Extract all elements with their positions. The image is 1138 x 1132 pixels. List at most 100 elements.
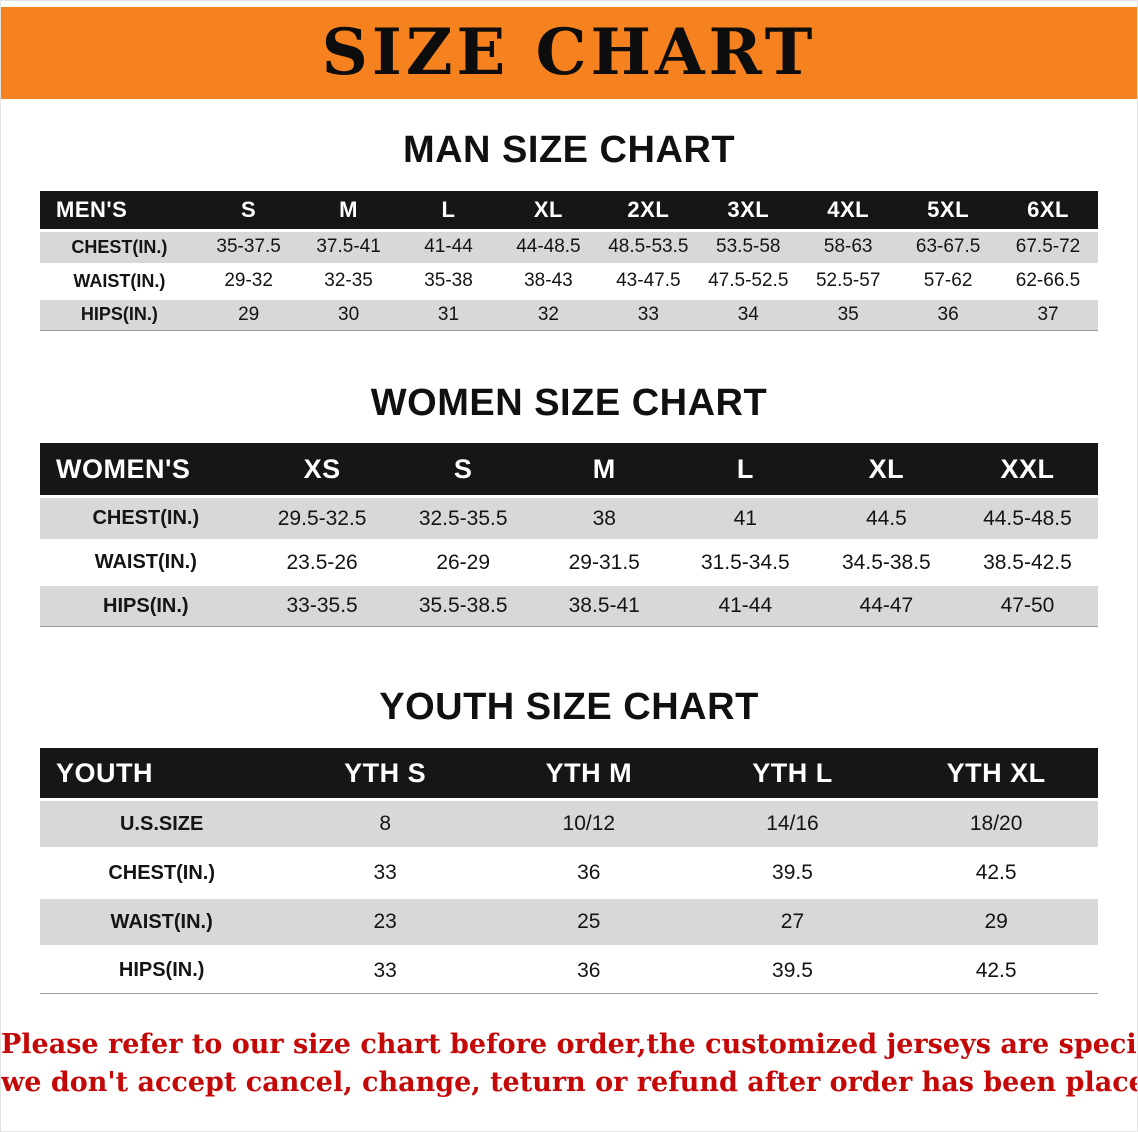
size-chart-banner: SIZE CHART bbox=[1, 7, 1137, 99]
size-value-cell: 35-38 bbox=[424, 270, 473, 292]
table-row: HIPS(IN.) 33-35.5 35.5-38.5 38.5-41 41-44 44-… bbox=[40, 586, 1098, 628]
size-value-cell: 48.5-53.5 bbox=[608, 236, 689, 258]
size-value-cell: 32.5-35.5 bbox=[418, 506, 508, 530]
size-value-cell: 52.5-57 bbox=[815, 270, 881, 292]
size-column-header: 4XL bbox=[798, 190, 899, 229]
page-title: SIZE CHART bbox=[321, 15, 817, 90]
size-value-cell: 36 bbox=[577, 861, 601, 885]
row-label: HIPS(IN.) bbox=[40, 300, 199, 331]
size-column-header: YTH M bbox=[486, 748, 691, 799]
size-value-cell: 37 bbox=[998, 300, 1098, 331]
size-value-cell: 35-37.5 bbox=[216, 236, 281, 258]
size-value-cell: 38.5-41 bbox=[533, 586, 675, 628]
size-value-cell: 42.5 bbox=[894, 948, 1098, 995]
table-row: CHEST(IN.) 35-37.5 37.5-41 41-44 44-48.5 48.5… bbox=[40, 231, 1098, 263]
women-section-heading: WOMEN SIZE CHART bbox=[370, 381, 768, 424]
size-value-cell: 58-63 bbox=[823, 236, 873, 258]
row-label: U.S.SIZE bbox=[119, 812, 204, 835]
size-value-cell: 33 bbox=[598, 300, 699, 331]
size-value-cell: 32 bbox=[498, 300, 599, 331]
disclaimer-line-1: Please refer to our size chart before or… bbox=[1, 1029, 1137, 1061]
size-value-cell: 47-50 bbox=[956, 586, 1098, 628]
size-column-header: S bbox=[392, 443, 534, 496]
disclaimer: Please refer to our size chart before or… bbox=[1, 1027, 1137, 1100]
table-header-row: MEN'S S M L XL 2XL 3XL 4XL 5XL 6XL bbox=[40, 190, 1098, 229]
table-row: HIPS(IN.) 29 30 31 32 33 34 35 36 37 bbox=[40, 299, 1098, 331]
size-value-cell: 33-35.5 bbox=[251, 586, 393, 628]
youth-size-table: YOUTH YTH S YTH M YTH L YTH XL U.S.SIZE 8 10/12… bbox=[40, 745, 1098, 997]
size-value-cell: 41 bbox=[733, 506, 757, 530]
table-header-row: WOMEN'S XS S M L XL XXL bbox=[40, 443, 1098, 496]
size-value-cell: 35.5-38.5 bbox=[392, 586, 534, 628]
table-row: U.S.SIZE 8 10/12 14/16 18/20 bbox=[40, 801, 1098, 848]
women-size-table: WOMEN'S XS S M L XL XXL CHEST(IN.) 29.5-32.5 32.5… bbox=[40, 440, 1098, 630]
size-column-header: S bbox=[198, 190, 299, 229]
size-column-header: 3XL bbox=[698, 190, 799, 229]
size-column-header: YTH L bbox=[690, 748, 895, 799]
size-value-cell: 57-62 bbox=[923, 270, 973, 292]
men-size-table: MEN'S S M L XL 2XL 3XL 4XL 5XL 6XL CHEST(IN.) 35-37… bbox=[40, 188, 1098, 334]
size-column-header: 5XL bbox=[898, 190, 999, 229]
size-value-cell: 8 bbox=[379, 812, 391, 836]
size-value-cell: 39.5 bbox=[690, 948, 895, 995]
size-value-cell: 23 bbox=[373, 910, 397, 934]
size-value-cell: 43-47.5 bbox=[616, 270, 681, 292]
size-value-cell: 31 bbox=[398, 300, 499, 331]
table-row: WAIST(IN.) 23.5-26 26-29 29-31.5 31.5-34.5 34… bbox=[40, 542, 1098, 584]
youth-section-heading: YOUTH SIZE CHART bbox=[379, 686, 759, 729]
row-label: WAIST(IN.) bbox=[94, 551, 197, 574]
size-column-header: YTH S bbox=[283, 748, 487, 799]
size-column-header: XS bbox=[251, 443, 393, 496]
size-value-cell: 36 bbox=[486, 948, 691, 995]
size-value-cell: 36 bbox=[898, 300, 999, 331]
size-value-cell: 42.5 bbox=[975, 861, 1017, 885]
size-value-cell: 44.5-48.5 bbox=[983, 506, 1072, 530]
table-row: WAIST(IN.) 23 25 27 29 bbox=[40, 899, 1098, 946]
table-category-header: YOUTH bbox=[40, 748, 284, 799]
size-value-cell: 25 bbox=[577, 910, 601, 934]
size-column-header: 6XL bbox=[998, 190, 1098, 229]
size-column-header: XL bbox=[498, 190, 599, 229]
size-value-cell: 29 bbox=[198, 300, 299, 331]
size-value-cell: 34.5-38.5 bbox=[842, 550, 931, 574]
size-value-cell: 38-43 bbox=[524, 270, 573, 292]
size-value-cell: 27 bbox=[780, 910, 805, 934]
size-value-cell: 37.5-41 bbox=[316, 236, 381, 258]
size-column-header: M bbox=[298, 190, 399, 229]
row-label: CHEST(IN.) bbox=[108, 861, 215, 884]
row-label: WAIST(IN.) bbox=[73, 270, 166, 291]
men-size-section: MAN SIZE CHART MEN'S S M L XL 2XL 3XL 4XL 5XL 6XL… bbox=[1, 129, 1137, 334]
size-value-cell: 29.5-32.5 bbox=[277, 506, 367, 530]
table-row: WAIST(IN.) 29-32 32-35 35-38 38-43 43-47.5 47.… bbox=[40, 265, 1098, 297]
size-value-cell: 38 bbox=[592, 506, 616, 530]
size-value-cell: 33 bbox=[373, 861, 397, 885]
size-value-cell: 38.5-42.5 bbox=[983, 550, 1072, 574]
women-size-section: WOMEN SIZE CHART WOMEN'S XS S M L XL XXL CHEST(… bbox=[1, 382, 1137, 631]
size-value-cell: 34 bbox=[698, 300, 799, 331]
size-value-cell: 44-48.5 bbox=[516, 236, 581, 258]
row-label: CHEST(IN.) bbox=[71, 236, 168, 257]
size-value-cell: 29-31.5 bbox=[568, 550, 640, 574]
size-value-cell: 14/16 bbox=[766, 812, 819, 836]
size-column-header: L bbox=[398, 190, 499, 229]
size-value-cell: 18/20 bbox=[969, 812, 1023, 836]
size-value-cell: 44-47 bbox=[815, 586, 957, 628]
table-row: HIPS(IN.) 33 36 39.5 42.5 bbox=[40, 948, 1098, 995]
size-value-cell: 30 bbox=[298, 300, 399, 331]
size-value-cell: 31.5-34.5 bbox=[700, 550, 790, 574]
size-column-header: XL bbox=[815, 443, 957, 496]
row-label: CHEST(IN.) bbox=[92, 507, 200, 530]
table-header-row: YOUTH YTH S YTH M YTH L YTH XL bbox=[40, 748, 1098, 799]
size-value-cell: 29 bbox=[984, 910, 1008, 934]
size-value-cell: 39.5 bbox=[772, 861, 813, 885]
size-value-cell: 41-44 bbox=[674, 586, 816, 628]
size-value-cell: 29-32 bbox=[224, 270, 273, 292]
size-column-header: 2XL bbox=[598, 190, 699, 229]
size-value-cell: 32-35 bbox=[324, 270, 373, 292]
size-column-header: YTH XL bbox=[894, 748, 1098, 799]
size-column-header: M bbox=[533, 443, 675, 496]
size-value-cell: 62-66.5 bbox=[1015, 270, 1081, 292]
size-column-header: L bbox=[674, 443, 816, 496]
size-value-cell: 10/12 bbox=[562, 812, 616, 836]
